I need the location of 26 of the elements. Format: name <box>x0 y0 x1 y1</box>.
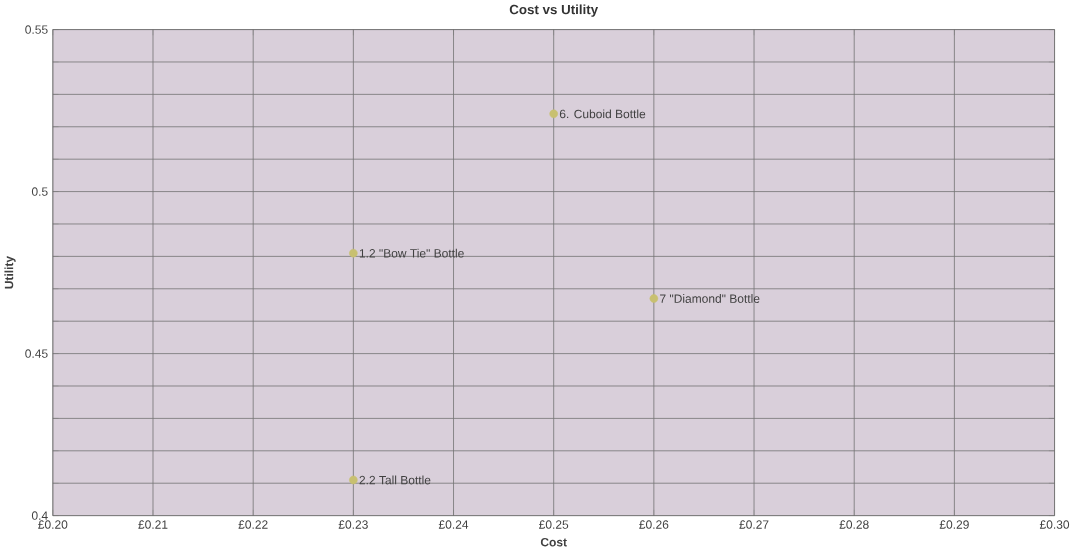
annotation: 6. Cuboid Bottle <box>559 109 646 119</box>
y-tick-label: 0.45 <box>25 349 48 358</box>
point <box>549 109 558 119</box>
point <box>349 248 358 258</box>
chart-title: Cost vs Utility <box>509 4 599 17</box>
x-tick-label: £0.25 <box>539 520 569 529</box>
x-tick-label: £0.27 <box>739 520 769 529</box>
x-tick-label: £0.21 <box>138 520 168 529</box>
point <box>649 294 659 303</box>
annotation: 7 "Diamond" Bottle <box>660 294 760 303</box>
point <box>349 475 358 485</box>
x-axis-title: Cost <box>540 538 567 547</box>
annotation: 1.2 "Bow Tie" Bottle <box>359 248 464 258</box>
y-tick-label: 0.4 <box>31 511 48 520</box>
x-tick-label: £0.20 <box>38 520 68 529</box>
y-tick-label: 0.5 <box>31 187 48 196</box>
x-tick-label: £0.24 <box>438 520 469 529</box>
x-tick-label: £0.23 <box>338 520 368 529</box>
y-tick-label: 0.55 <box>25 25 48 34</box>
x-tick-label: £0.30 <box>1039 520 1070 529</box>
x-tick-label: £0.22 <box>238 520 268 529</box>
x-tick-label: £0.26 <box>639 520 669 529</box>
x-tick-label: £0.28 <box>839 520 869 529</box>
x-tick-label: £0.29 <box>939 520 969 529</box>
y-axis-title: Utility <box>4 256 16 289</box>
annotation: 2.2 Tall Bottle <box>359 475 431 485</box>
